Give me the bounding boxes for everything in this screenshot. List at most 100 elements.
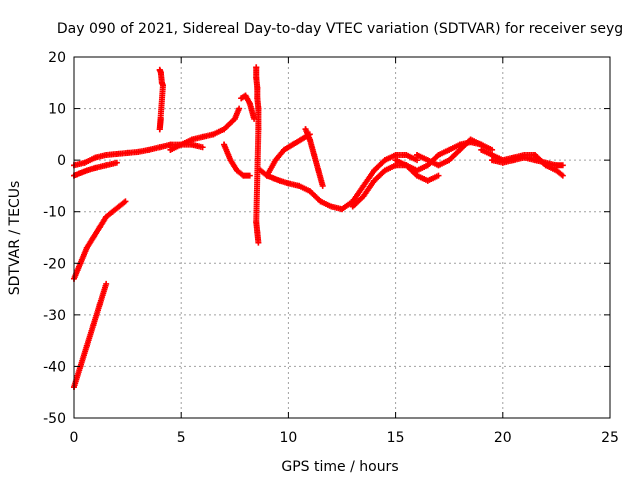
data-point [467, 136, 474, 143]
x-tick-label: 10 [279, 430, 297, 446]
data-point [146, 146, 153, 153]
data-point [188, 141, 195, 148]
data-point [124, 149, 131, 156]
data-point [435, 151, 442, 158]
data-point [257, 167, 264, 174]
data-point [531, 157, 538, 164]
data-point [298, 136, 305, 143]
data-point [255, 126, 262, 133]
data-point [83, 244, 90, 251]
data-point [306, 136, 313, 143]
y-tick-label: -30 [43, 308, 66, 324]
series-arc-5 [156, 66, 166, 133]
series-arc-13 [328, 151, 421, 213]
data-point [240, 172, 247, 179]
data-point [122, 198, 129, 205]
data-point [489, 146, 496, 153]
y-tick-label: 10 [48, 102, 66, 118]
data-point [83, 342, 90, 349]
data-point [254, 229, 261, 236]
series-arc-7 [221, 141, 253, 179]
data-point [424, 157, 431, 164]
data-point [414, 151, 421, 158]
series-arc-18 [489, 154, 566, 169]
data-point [113, 150, 120, 157]
data-point [255, 239, 262, 246]
data-point [199, 133, 206, 140]
data-point [156, 126, 163, 133]
data-point [227, 157, 234, 164]
y-tick-label: -50 [43, 411, 66, 427]
data-point [521, 154, 528, 161]
data-point [253, 64, 260, 71]
series-arc-12 [302, 126, 326, 189]
x-tick-label: 5 [177, 430, 186, 446]
series-arc-11 [263, 131, 313, 179]
data-point [371, 167, 378, 174]
data-point [315, 167, 322, 174]
data-point [381, 157, 388, 164]
data-point [306, 188, 313, 195]
data-point [285, 180, 292, 187]
data-point [188, 136, 195, 143]
data-point [360, 193, 367, 200]
data-point [81, 159, 88, 166]
data-point [253, 74, 260, 81]
axis-ticks: 0 5 10 15 20 25 -50 -40 -30 -20 -10 0 10 20 [43, 50, 619, 446]
data-point [435, 172, 442, 179]
data-point [90, 234, 97, 241]
data-point [90, 322, 97, 329]
x-axis-label: GPS time / hours [281, 459, 398, 475]
data-point [349, 203, 356, 210]
data-point [435, 162, 442, 169]
data-point [199, 144, 206, 151]
data-point [319, 182, 326, 189]
data-point [103, 213, 110, 220]
x-tick-label: 0 [70, 430, 79, 446]
x-tick-label: 15 [387, 430, 405, 446]
data-point [510, 157, 517, 164]
y-tick-label: -20 [43, 256, 66, 272]
data-point [77, 170, 84, 177]
data-point [403, 162, 410, 169]
data-point [553, 162, 560, 169]
data-point [96, 224, 103, 231]
data-point [289, 141, 296, 148]
data-point [553, 167, 560, 174]
data-point [178, 141, 185, 148]
data-point [531, 151, 538, 158]
series-arc-8 [238, 92, 258, 122]
data-point [233, 167, 240, 174]
data-point [210, 131, 217, 138]
data-point [446, 157, 453, 164]
data-point [317, 198, 324, 205]
data-point [478, 146, 485, 153]
data-point [339, 206, 345, 213]
data-point [156, 144, 163, 151]
series-arc-2 [71, 198, 129, 282]
data-point [296, 182, 303, 189]
data-point [159, 82, 166, 89]
data-point [272, 157, 279, 164]
y-axis-label: SDTVAR / TECUs [7, 181, 23, 296]
data-point [489, 157, 496, 164]
y-tick-label: -40 [43, 359, 66, 375]
data-point [254, 95, 261, 102]
data-point [236, 105, 243, 112]
data-point [157, 69, 164, 76]
data-point [253, 219, 260, 226]
data-point [424, 162, 431, 169]
data-point [263, 172, 270, 179]
series-arc-6 [167, 105, 243, 153]
plot-frame [73, 56, 611, 419]
data-point [83, 167, 90, 174]
x-tick-label: 20 [494, 430, 512, 446]
data-point [542, 159, 549, 166]
chart-title: Day 090 of 2021, Sidereal Day-to-day VTE… [57, 21, 623, 37]
series-arc-16 [414, 136, 496, 169]
data-point [109, 208, 116, 215]
data-point [103, 162, 110, 169]
data-point [499, 159, 506, 166]
x-tick-label: 25 [601, 430, 619, 446]
